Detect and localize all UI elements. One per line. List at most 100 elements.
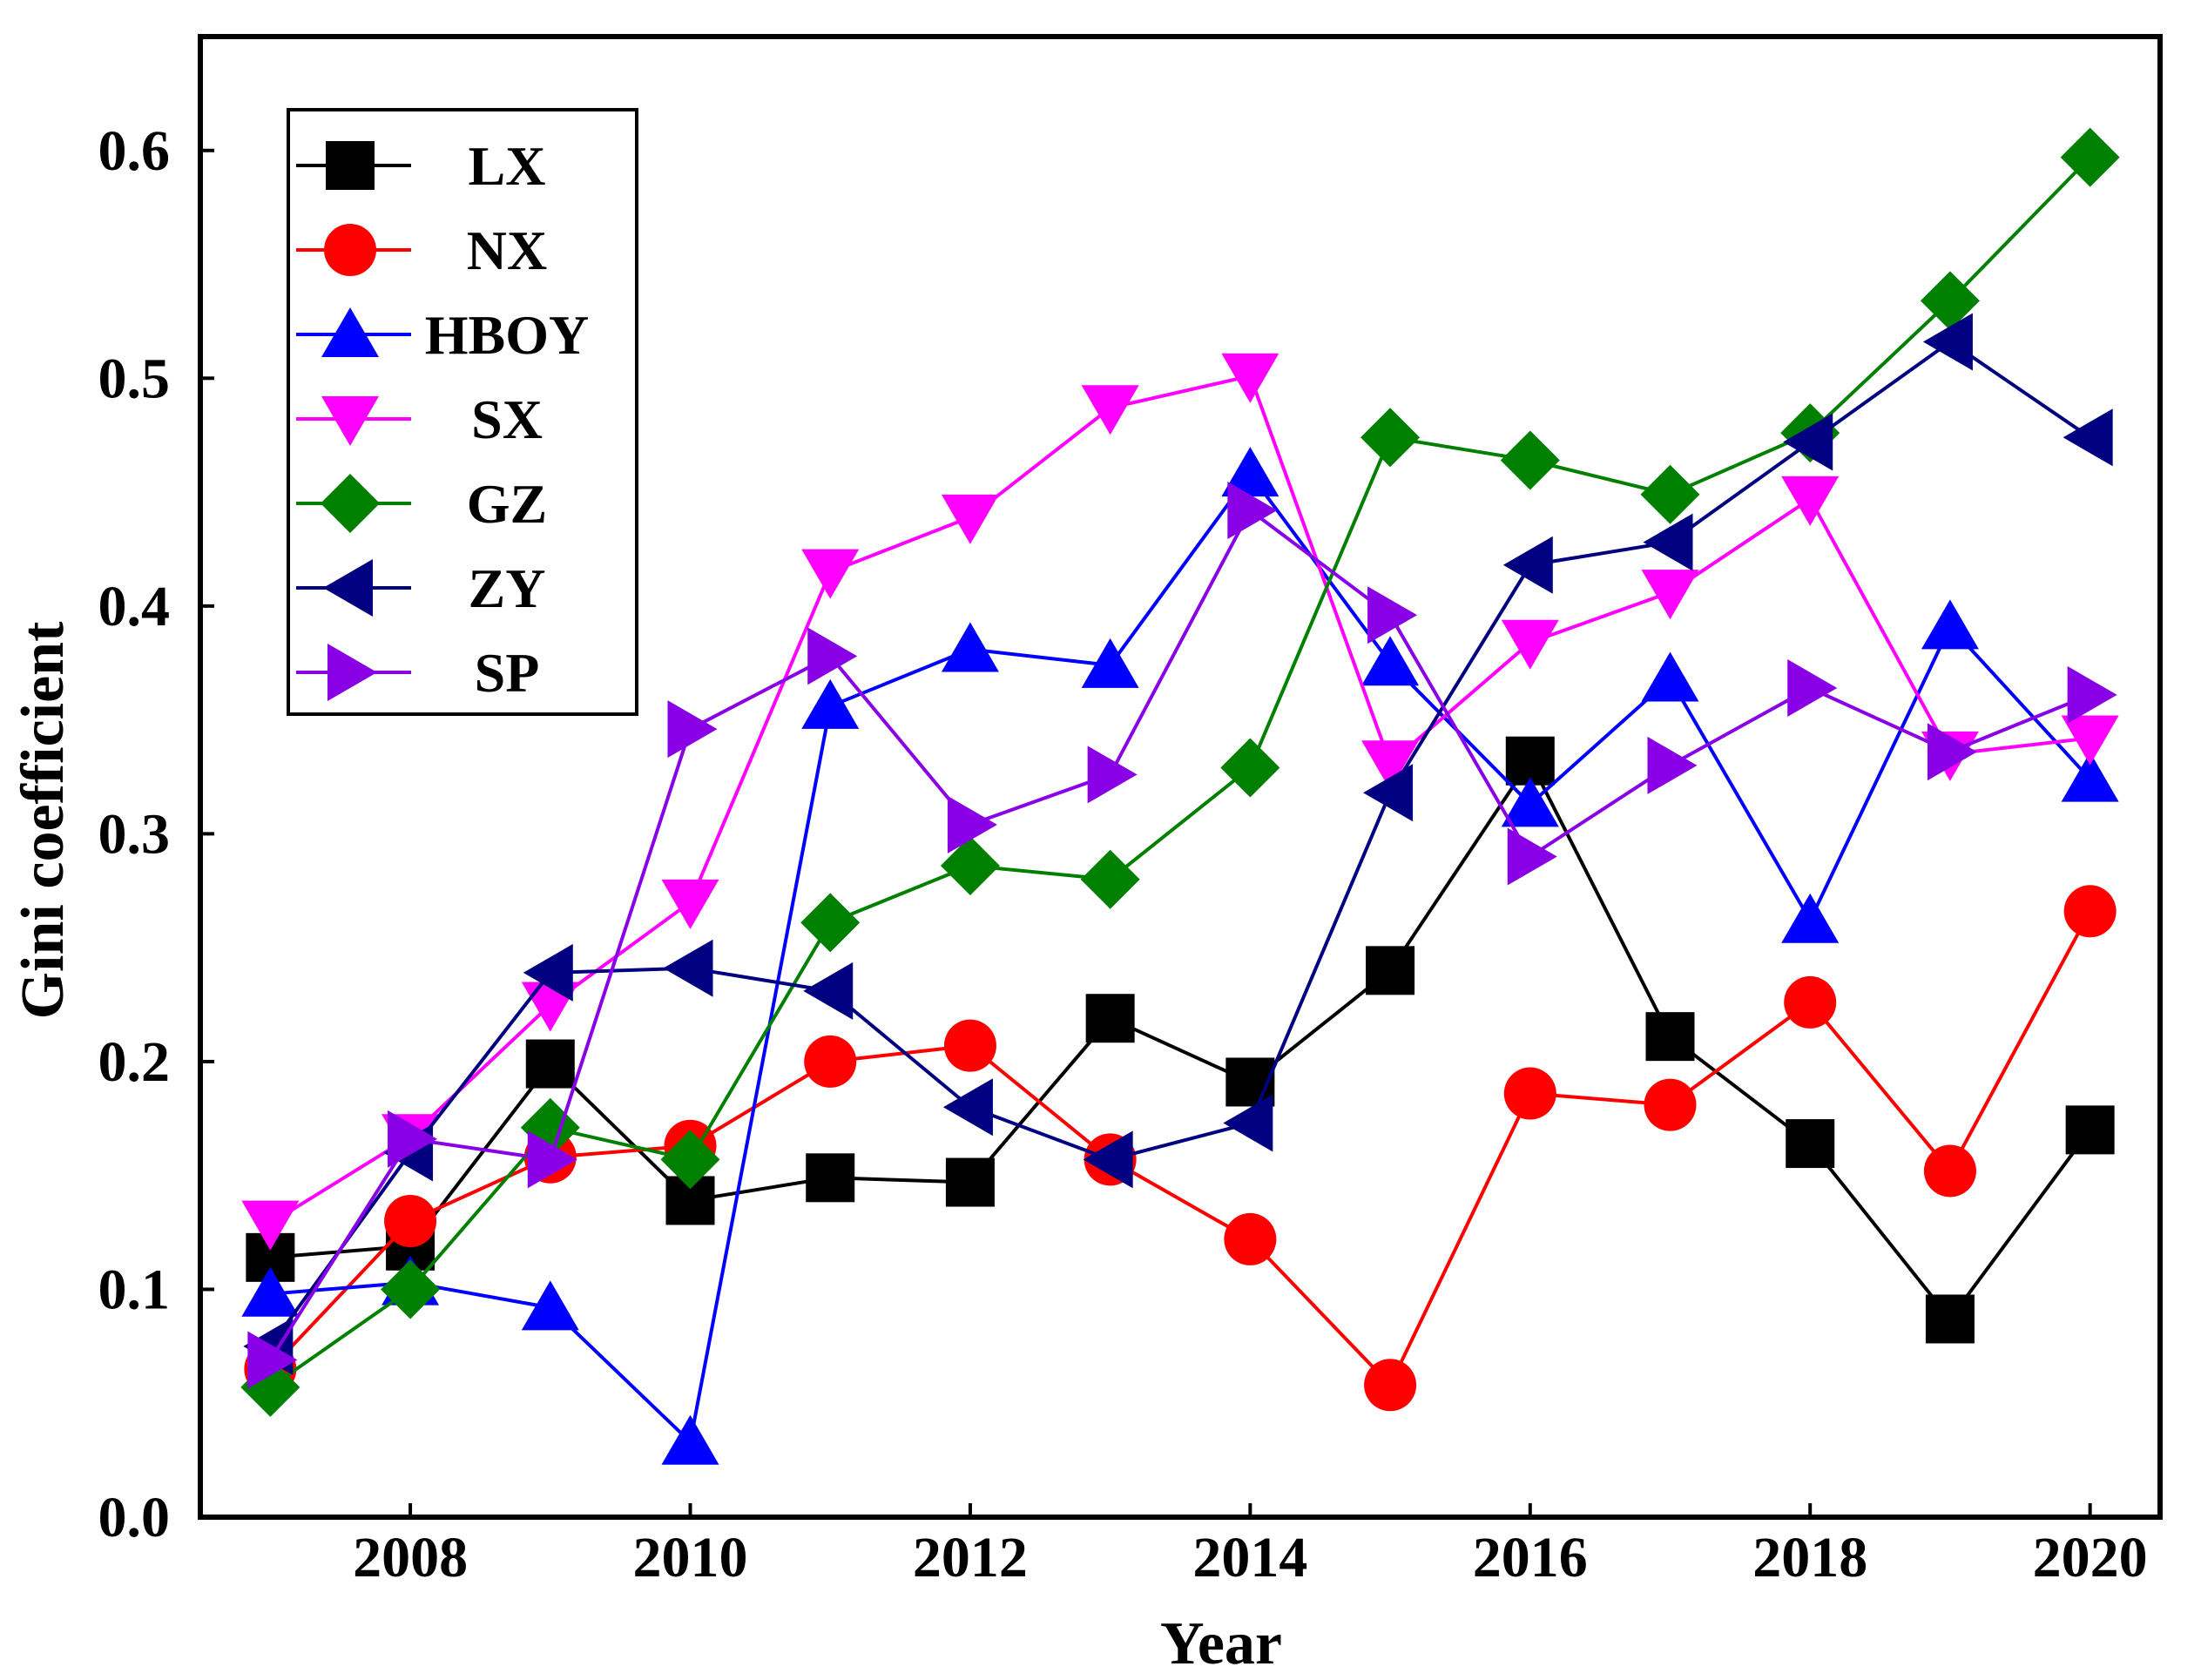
data-point-sx <box>1501 619 1559 670</box>
data-point-sp <box>388 1110 438 1168</box>
legend-entry-gz: GZ <box>296 473 547 535</box>
data-point-sx <box>1781 476 1840 526</box>
data-point-nx <box>2063 885 2117 938</box>
data-point-lx <box>1505 736 1555 786</box>
data-point-gz <box>381 1259 441 1319</box>
data-point-lx <box>1786 1119 1835 1169</box>
y-tick-label: 0.6 <box>98 119 171 183</box>
legend-label-hboy: HBOY <box>425 304 589 366</box>
data-point-sp <box>1227 482 1278 539</box>
x-tick-label: 2014 <box>1192 1526 1307 1589</box>
legend-entry-lx: LX <box>296 135 545 197</box>
x-tick-label: 2010 <box>633 1526 748 1589</box>
y-tick-label: 0.1 <box>98 1258 171 1321</box>
data-point-gz <box>940 836 1000 895</box>
data-point-sx <box>1641 570 1699 620</box>
data-point-gz <box>2060 127 2120 187</box>
legend-label-zy: ZY <box>469 557 546 619</box>
data-point-lx <box>525 1039 575 1089</box>
legend-entry-zy: ZY <box>296 557 545 619</box>
data-point-sp <box>1507 827 1557 886</box>
data-point-sx <box>241 1200 300 1251</box>
data-point-gz <box>1220 738 1280 798</box>
data-point-hboy <box>1781 893 1840 943</box>
data-point-sx <box>1221 353 1279 403</box>
data-point-nx <box>1364 1359 1417 1412</box>
data-point-sp <box>247 1331 298 1389</box>
data-point-nx <box>1923 1144 1976 1198</box>
data-point-lx <box>1925 1294 1975 1344</box>
y-tick-label: 0.2 <box>98 1030 171 1094</box>
x-tick-label: 2008 <box>353 1526 468 1589</box>
data-point-zy <box>1922 313 1973 371</box>
data-point-sp <box>807 627 858 685</box>
legend-marker-sp <box>327 644 377 701</box>
data-point-gz <box>1500 430 1560 490</box>
data-point-nx <box>1224 1212 1277 1265</box>
x-tick-label: 2020 <box>2033 1526 2148 1589</box>
data-point-sx <box>1081 385 1139 435</box>
y-tick-label: 0.5 <box>98 347 171 410</box>
x-tick-label: 2012 <box>913 1526 1028 1589</box>
y-axis-title: Gini coefficient <box>10 622 77 1020</box>
data-point-hboy <box>1921 599 1979 650</box>
data-point-zy <box>523 943 573 1002</box>
series-layer <box>240 127 2120 1465</box>
data-point-sx <box>941 494 999 544</box>
data-point-zy <box>1643 513 1693 571</box>
data-point-zy <box>1502 536 1553 594</box>
data-point-zy <box>1783 413 1833 471</box>
series-line-zy <box>268 340 2091 1348</box>
legend: LX NX HBOY SX GZ ZY SP <box>287 108 638 716</box>
series-sx <box>241 353 2119 1251</box>
x-axis-ticks: 2008 2010 2012 2014 2016 2018 2020 <box>353 1503 2148 1589</box>
data-point-zy <box>803 961 854 1020</box>
data-point-gz <box>1080 849 1140 909</box>
data-point-sp <box>947 795 997 853</box>
data-point-hboy <box>2061 752 2119 802</box>
data-point-nx <box>1784 975 1837 1029</box>
data-point-hboy <box>941 622 999 672</box>
data-point-nx <box>1503 1067 1556 1120</box>
y-axis-ticks: 0.0 0.1 0.2 0.3 0.4 0.5 0.6 <box>98 119 214 1549</box>
data-point-hboy <box>521 1280 579 1331</box>
x-tick-label: 2018 <box>1752 1526 1867 1589</box>
y-tick-label: 0.4 <box>98 575 171 638</box>
data-point-sx <box>1361 740 1420 791</box>
data-point-nx <box>804 1035 857 1088</box>
legend-entry-sp: SP <box>296 642 539 704</box>
legend-marker-sx <box>321 396 379 446</box>
data-point-gz <box>660 1130 720 1190</box>
data-point-hboy <box>241 1266 300 1317</box>
data-point-sp <box>2067 665 2117 724</box>
series-zy <box>243 313 2113 1375</box>
legend-label-lx: LX <box>469 135 546 197</box>
series-line-sp <box>268 509 2091 1361</box>
data-point-gz <box>1920 271 1980 331</box>
legend-label-nx: NX <box>467 219 547 281</box>
data-point-sx <box>2061 715 2119 766</box>
legend-marker-gz <box>321 474 380 533</box>
legend-entry-hboy: HBOY <box>296 304 589 366</box>
legend-marker-hboy <box>321 307 379 357</box>
data-point-sp <box>1087 746 1138 804</box>
data-point-zy <box>1083 1130 1133 1189</box>
y-tick-label: 0.0 <box>98 1486 171 1549</box>
data-point-sp <box>1367 586 1418 644</box>
x-tick-label: 2016 <box>1473 1526 1588 1589</box>
data-point-lx <box>945 1157 995 1207</box>
data-point-hboy <box>1361 636 1420 686</box>
data-point-sp <box>1787 659 1838 717</box>
data-point-lx <box>1645 1012 1695 1062</box>
legend-entry-sx: SX <box>296 388 543 450</box>
legend-marker-zy <box>323 559 373 617</box>
data-point-gz <box>1360 408 1421 468</box>
legend-marker-lx <box>326 141 375 190</box>
legend-label-sp: SP <box>475 642 540 704</box>
data-point-sp <box>527 1130 577 1189</box>
y-tick-label: 0.3 <box>98 802 171 866</box>
data-point-lx <box>806 1153 855 1203</box>
data-point-nx <box>384 1195 437 1247</box>
data-point-hboy <box>1221 447 1279 497</box>
plot-frame <box>198 34 2163 1520</box>
